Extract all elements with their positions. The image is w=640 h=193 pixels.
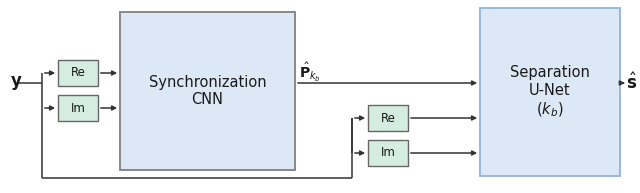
Bar	[58, 95, 98, 121]
Text: Re: Re	[381, 112, 396, 124]
Text: Synchronization
CNN: Synchronization CNN	[148, 75, 266, 107]
Text: Re: Re	[70, 67, 85, 80]
Bar	[368, 105, 408, 131]
Text: $\hat{\mathbf{s}}$: $\hat{\mathbf{s}}$	[627, 73, 637, 93]
Bar	[120, 12, 295, 170]
Text: $\hat{\mathbf{P}}_{k_b}$: $\hat{\mathbf{P}}_{k_b}$	[299, 60, 321, 84]
Text: Im: Im	[381, 146, 396, 159]
Bar	[58, 60, 98, 86]
Text: Separation
U-Net
$(k_b)$: Separation U-Net $(k_b)$	[510, 65, 590, 119]
Text: Im: Im	[70, 102, 85, 114]
Text: $\mathbf{y}$: $\mathbf{y}$	[10, 74, 22, 92]
Bar	[480, 8, 620, 176]
Bar	[368, 140, 408, 166]
